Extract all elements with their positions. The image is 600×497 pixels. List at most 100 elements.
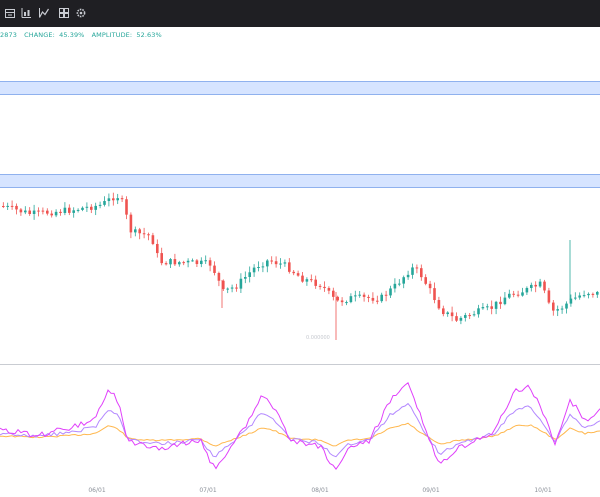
candle bbox=[94, 202, 97, 216]
candle bbox=[512, 290, 515, 298]
resistance-zone-band[interactable] bbox=[0, 81, 600, 95]
candle bbox=[310, 274, 313, 283]
candle bbox=[98, 201, 102, 209]
candle bbox=[244, 271, 247, 284]
candle bbox=[371, 292, 375, 304]
candle bbox=[191, 258, 194, 262]
candle bbox=[6, 202, 9, 210]
candle bbox=[151, 232, 155, 246]
chart-type-icon[interactable] bbox=[19, 6, 33, 20]
candle bbox=[508, 289, 511, 299]
candle bbox=[318, 284, 322, 290]
candle bbox=[257, 261, 260, 272]
candle bbox=[222, 279, 225, 292]
candle bbox=[574, 292, 577, 301]
candle bbox=[208, 257, 212, 272]
candle bbox=[323, 281, 326, 292]
candle bbox=[50, 210, 53, 218]
chart-watermark: 0.000000 bbox=[306, 335, 330, 341]
candle bbox=[270, 256, 273, 265]
candle bbox=[336, 295, 339, 302]
oscillator-pane bbox=[0, 381, 600, 470]
candle bbox=[81, 206, 84, 212]
candle bbox=[28, 207, 31, 216]
candle bbox=[486, 303, 489, 311]
candle bbox=[37, 207, 40, 217]
candle bbox=[503, 292, 507, 306]
candle bbox=[283, 259, 287, 267]
candle bbox=[24, 206, 27, 215]
oscillator-line-mid bbox=[0, 402, 600, 458]
candle bbox=[125, 196, 128, 220]
candle bbox=[433, 282, 436, 304]
candle bbox=[261, 262, 265, 273]
candle bbox=[450, 306, 454, 322]
candle bbox=[569, 294, 573, 307]
candle bbox=[327, 286, 331, 295]
candle bbox=[420, 264, 423, 281]
candle bbox=[226, 287, 229, 294]
candle bbox=[292, 269, 295, 276]
candlestick-series bbox=[2, 192, 599, 340]
candle bbox=[85, 202, 89, 213]
candle bbox=[156, 239, 159, 258]
candle bbox=[160, 247, 163, 266]
amplitude-label: AMPLITUDE: bbox=[91, 31, 133, 39]
layout-icon[interactable] bbox=[57, 6, 71, 20]
candle bbox=[424, 274, 427, 286]
candle bbox=[442, 305, 445, 317]
candle bbox=[186, 258, 190, 268]
candle bbox=[296, 270, 300, 277]
candle bbox=[477, 304, 480, 318]
oscillator-line-fast bbox=[0, 381, 600, 470]
candle bbox=[10, 200, 14, 210]
candle bbox=[525, 286, 529, 296]
candle bbox=[481, 302, 485, 310]
indicators-icon[interactable] bbox=[3, 6, 17, 20]
candle bbox=[173, 253, 177, 267]
candle bbox=[288, 258, 291, 274]
candle bbox=[19, 208, 23, 216]
pane-divider[interactable] bbox=[0, 364, 600, 365]
candle bbox=[239, 273, 243, 293]
candle bbox=[468, 312, 471, 320]
candle bbox=[376, 295, 379, 305]
candle bbox=[402, 275, 405, 289]
candle bbox=[164, 261, 168, 266]
candle bbox=[437, 296, 441, 310]
candle bbox=[90, 204, 93, 214]
candle bbox=[2, 202, 5, 209]
settings-icon[interactable] bbox=[74, 6, 88, 20]
candle bbox=[41, 207, 45, 215]
candle bbox=[455, 312, 458, 322]
candle bbox=[345, 300, 348, 306]
x-axis-tick-label: 08/01 bbox=[311, 487, 328, 494]
candle bbox=[116, 193, 119, 205]
candle bbox=[411, 263, 414, 279]
candle bbox=[301, 272, 304, 283]
candle bbox=[112, 192, 115, 206]
x-axis-tick-label: 06/01 bbox=[88, 487, 105, 494]
candle bbox=[63, 202, 67, 216]
candle bbox=[332, 287, 335, 301]
x-axis: 06/01 07/01 08/01 09/01 10/01 bbox=[88, 487, 551, 494]
candle bbox=[389, 285, 392, 299]
candle bbox=[406, 270, 410, 280]
candle bbox=[235, 283, 238, 292]
candle bbox=[428, 280, 432, 294]
support-zone-band[interactable] bbox=[0, 174, 600, 188]
candle bbox=[340, 297, 344, 306]
candle bbox=[279, 258, 282, 269]
candle bbox=[380, 292, 383, 303]
candle bbox=[398, 279, 401, 287]
candle bbox=[68, 204, 71, 216]
drawing-tools-icon[interactable] bbox=[37, 6, 51, 20]
candle bbox=[596, 290, 599, 298]
candle bbox=[46, 208, 49, 216]
amplitude-value: 52.63% bbox=[136, 31, 162, 39]
candle bbox=[32, 204, 36, 220]
candle bbox=[464, 312, 467, 322]
candle bbox=[490, 300, 493, 315]
candle bbox=[587, 292, 590, 299]
